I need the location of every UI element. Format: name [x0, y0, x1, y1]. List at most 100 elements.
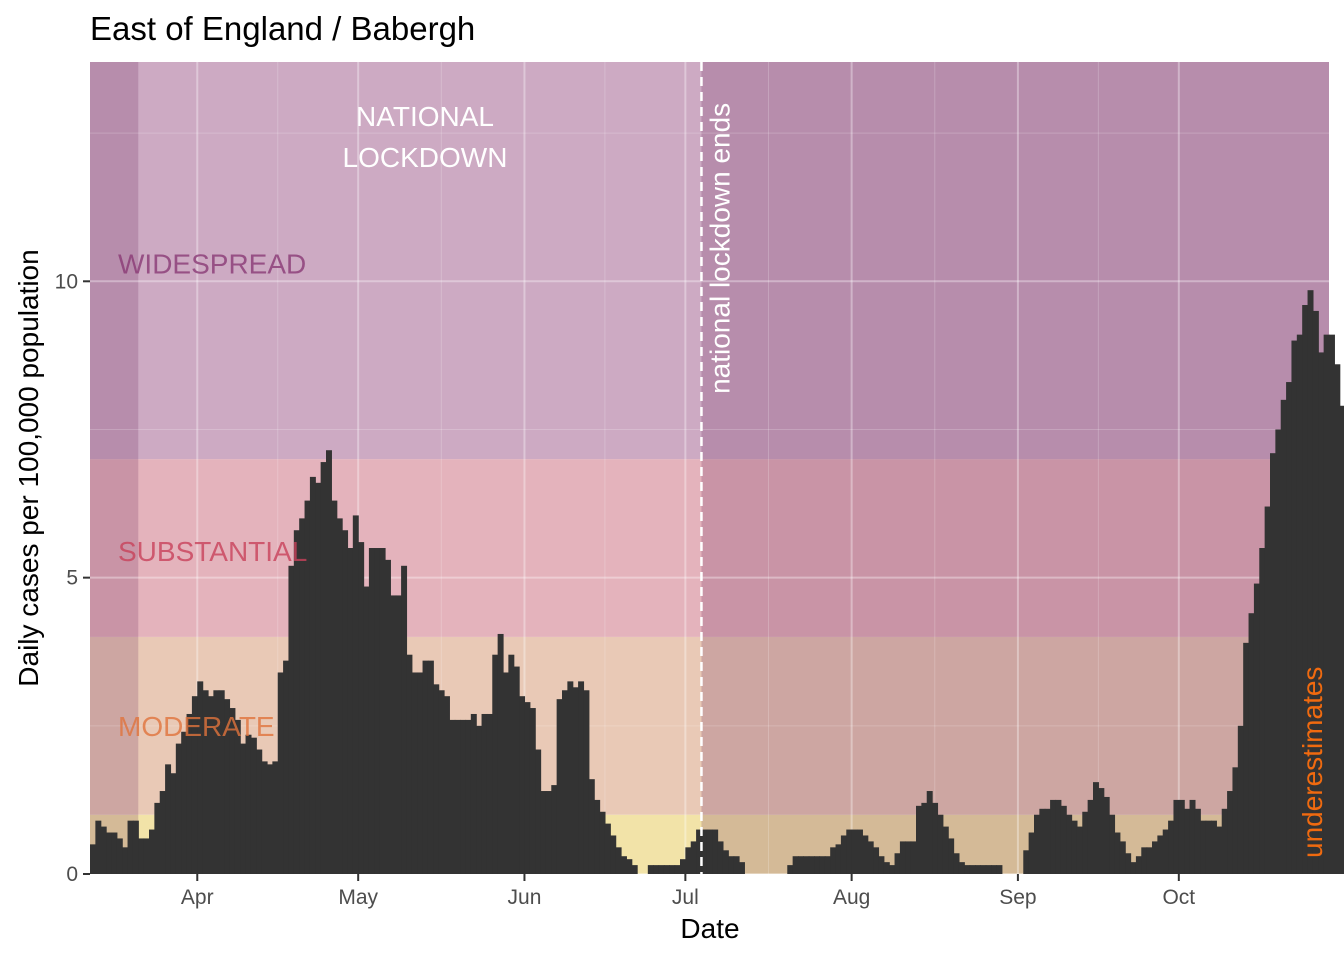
- y-axis: 0 5 10: [55, 270, 90, 886]
- bar: [513, 666, 520, 874]
- chart-title: East of England / Babergh: [90, 10, 475, 47]
- bar: [100, 826, 107, 874]
- bar: [1093, 782, 1099, 874]
- bar: [1275, 429, 1282, 874]
- bar: [1227, 791, 1234, 874]
- bar: [578, 681, 585, 874]
- bar: [111, 832, 118, 874]
- bar: [932, 802, 939, 874]
- plot-area: MODERATE SUBSTANTIAL WIDESPREAD national l…: [90, 62, 1344, 875]
- bar: [803, 856, 810, 874]
- bar: [331, 500, 338, 874]
- bar: [283, 660, 290, 874]
- bar: [953, 853, 960, 874]
- bar: [1200, 820, 1207, 874]
- bar: [830, 847, 837, 874]
- bar: [621, 856, 627, 874]
- bar: [524, 702, 531, 874]
- bar: [379, 548, 386, 874]
- bar: [90, 844, 96, 874]
- bar: [1146, 847, 1153, 874]
- bar: [899, 841, 906, 874]
- bar: [824, 856, 831, 874]
- bar: [696, 829, 703, 874]
- bar: [1071, 820, 1078, 874]
- x-axis-title: Date: [680, 913, 739, 944]
- bar: [878, 856, 885, 874]
- bar: [545, 791, 552, 874]
- bar: [706, 829, 713, 874]
- bar: [1334, 364, 1341, 874]
- bar: [1168, 820, 1175, 874]
- bar: [299, 518, 306, 874]
- bar: [910, 841, 917, 874]
- bar: [787, 865, 794, 874]
- bar: [835, 844, 842, 874]
- bar: [615, 847, 622, 874]
- bar: [1286, 382, 1293, 874]
- post-lockdown-shade: [701, 62, 1329, 874]
- bar: [588, 779, 595, 874]
- bar: [969, 865, 976, 874]
- underestimates-label: underestimates: [1297, 667, 1328, 858]
- bar: [186, 713, 193, 874]
- bar: [277, 672, 284, 874]
- bar: [218, 690, 225, 874]
- bar: [980, 865, 987, 874]
- bar: [208, 696, 214, 874]
- x-axis: Apr May Jun Jul Aug Sep Oct: [181, 874, 1195, 909]
- bar: [631, 865, 638, 874]
- band-label-substantial: SUBSTANTIAL: [118, 536, 307, 567]
- bar: [722, 850, 729, 874]
- bar: [540, 791, 547, 874]
- bar: [476, 725, 483, 874]
- bar: [1135, 856, 1142, 874]
- bar: [626, 859, 633, 874]
- bar: [385, 559, 391, 874]
- x-tick-label: Jul: [672, 886, 699, 909]
- bar: [647, 865, 654, 874]
- bar: [1291, 340, 1298, 874]
- bar: [798, 856, 804, 874]
- bar: [250, 737, 257, 874]
- bar: [958, 862, 965, 874]
- bar: [1339, 405, 1344, 874]
- bar: [272, 761, 279, 874]
- bar: [889, 865, 896, 874]
- bar: [1296, 334, 1303, 874]
- bar: [444, 696, 450, 874]
- bar: [894, 853, 901, 874]
- bar: [674, 865, 681, 874]
- bar: [905, 841, 912, 874]
- bar: [867, 841, 874, 874]
- bar: [701, 829, 708, 874]
- bar: [1060, 805, 1067, 874]
- bar: [1194, 808, 1201, 874]
- band-label-moderate: MODERATE: [118, 711, 275, 742]
- bar: [529, 708, 536, 874]
- bar: [411, 672, 418, 874]
- bar: [1270, 453, 1276, 874]
- x-tick-label: Jun: [508, 886, 542, 909]
- bar: [309, 476, 316, 874]
- bar: [1039, 808, 1046, 874]
- bar: [680, 859, 686, 874]
- bar: [465, 719, 472, 874]
- bar: [1162, 829, 1169, 874]
- bar: [942, 826, 949, 874]
- bar: [1264, 506, 1271, 874]
- bar: [304, 500, 311, 874]
- bar: [1130, 862, 1137, 874]
- bar: [846, 829, 853, 874]
- bar: [175, 743, 182, 874]
- band-label-widespread: WIDESPREAD: [118, 249, 306, 280]
- bar: [293, 530, 300, 874]
- bar: [406, 654, 413, 874]
- bar: [717, 841, 724, 874]
- bar: [1050, 799, 1057, 874]
- lockdown-shading: [90, 62, 1329, 874]
- bar: [1028, 832, 1035, 874]
- bar: [851, 829, 858, 874]
- bar: [138, 838, 145, 874]
- x-tick-label: Oct: [1162, 886, 1195, 909]
